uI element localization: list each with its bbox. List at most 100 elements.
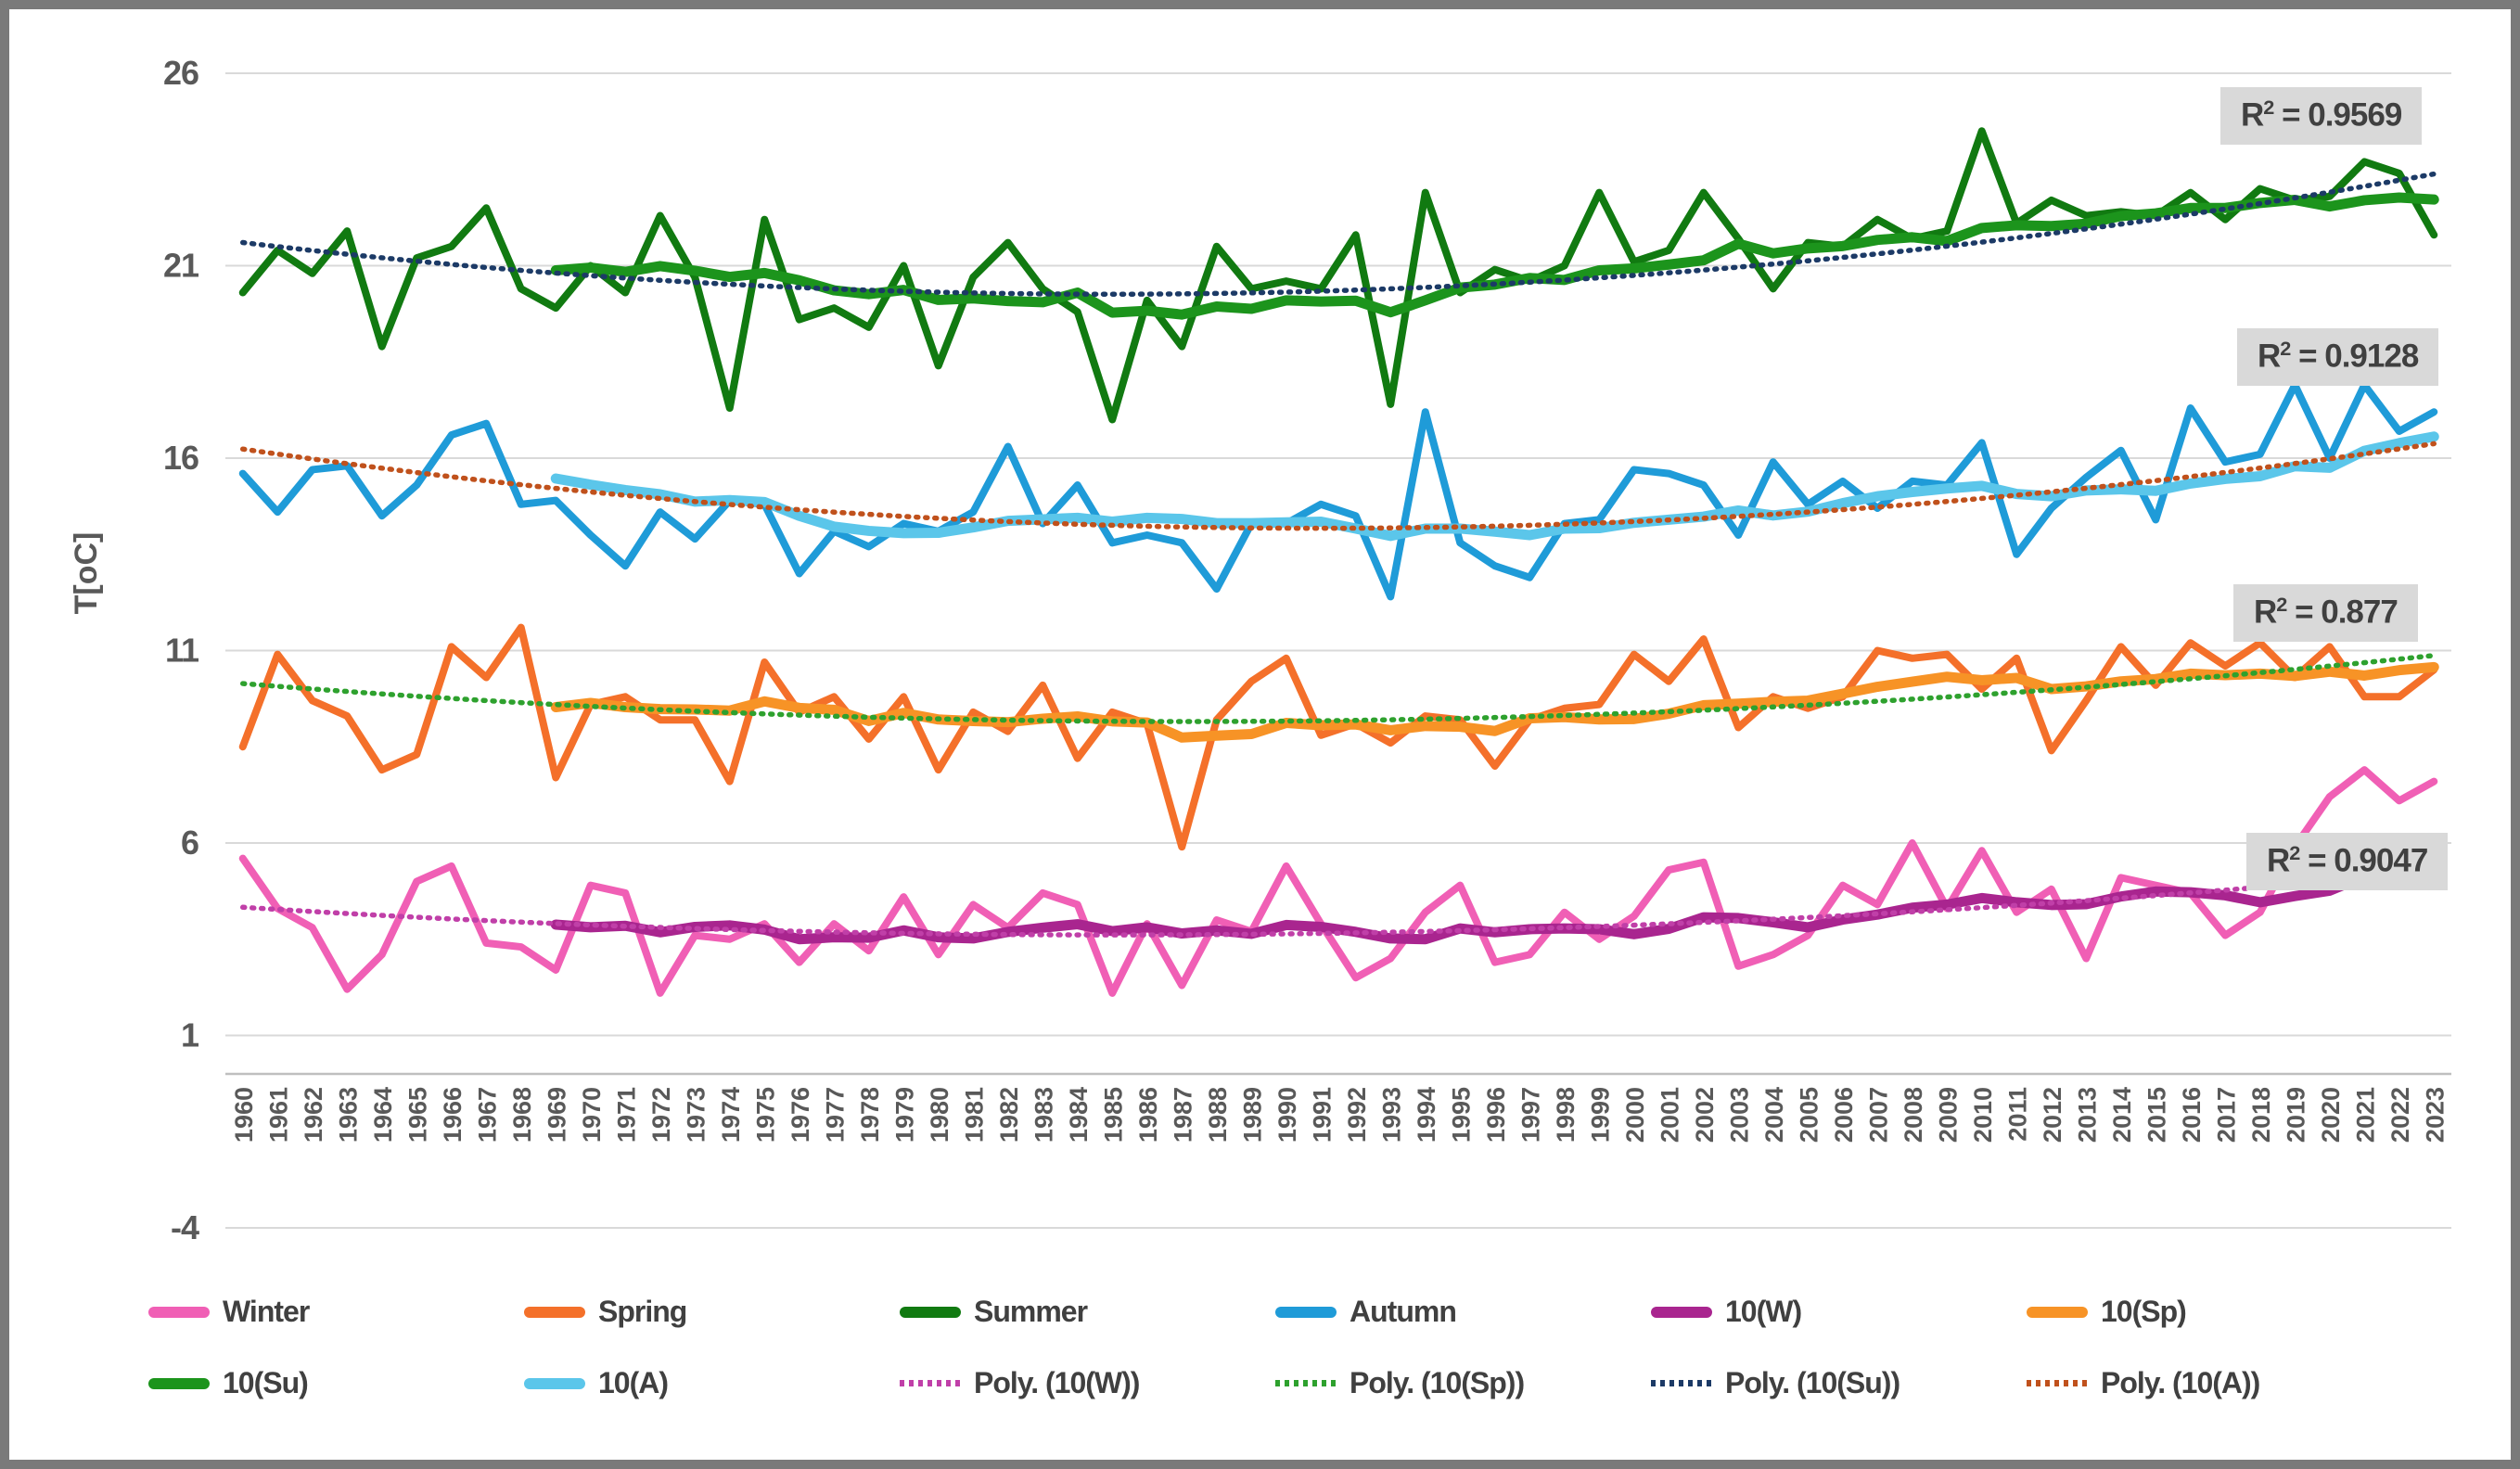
line-swatch-icon	[148, 1377, 210, 1389]
x-tick-label: 2014	[2108, 1087, 2136, 1143]
x-tick-label: 1967	[473, 1087, 501, 1143]
x-tick-label: 2017	[2212, 1087, 2240, 1143]
x-tick-label: 2007	[1864, 1087, 1892, 1143]
x-tick-label: 1976	[787, 1087, 814, 1143]
legend-item-spring: Spring	[524, 1295, 890, 1329]
line-swatch-icon	[1275, 1306, 1337, 1318]
x-tick-label: 2000	[1621, 1087, 1649, 1143]
x-tick-label: 2022	[2386, 1087, 2414, 1143]
y-axis-title: T[oC]	[69, 532, 104, 615]
x-tick-label: 1960	[230, 1087, 258, 1143]
x-tick-label: 1975	[751, 1087, 779, 1143]
dotted-line-swatch-icon	[1651, 1380, 1712, 1386]
x-tick-label: 1987	[1169, 1087, 1196, 1143]
trendline-10sp	[240, 653, 2437, 724]
x-tick-label: 2015	[2143, 1087, 2170, 1143]
x-tick-label: 1991	[1308, 1087, 1336, 1143]
y-tick-label: 16	[163, 439, 198, 477]
x-tick-label: 1964	[369, 1087, 397, 1143]
line-swatch-icon	[1651, 1306, 1712, 1318]
x-tick-label: 1978	[856, 1087, 884, 1143]
legend-item-10-w: 10(W)	[1651, 1295, 2017, 1329]
x-tick-label: 1999	[1586, 1087, 1614, 1143]
line-swatch-icon	[900, 1306, 961, 1318]
chart-legend: Winter Spring Summer Autumn 10(W) 10(Sp) 10(Su…	[148, 1295, 2393, 1400]
x-tick-label: 1962	[300, 1087, 327, 1143]
legend-label: 10(A)	[598, 1366, 669, 1399]
line-swatch-icon	[524, 1306, 585, 1318]
x-tick-label: 2001	[1656, 1087, 1683, 1143]
x-tick-label: 2003	[1725, 1087, 1753, 1143]
r2-label-a: R2 = 0.9128	[2237, 328, 2439, 386]
x-tick-label: 1970	[578, 1087, 606, 1143]
y-tick-label: 26	[163, 54, 198, 92]
temperature-line-chart: 26 21 16 11 6 1 -4 1960 1961 1962 1963 1964 1965 1966…	[69, 54, 2451, 1246]
legend-item-poly-10-su: Poly. (10(Su))	[1651, 1366, 2017, 1400]
legend-item-10-sp: 10(Sp)	[2027, 1295, 2393, 1329]
y-tick-label: -4	[171, 1208, 199, 1246]
trendline-10su	[240, 171, 2437, 297]
legend-item-poly-10-w: Poly. (10(W))	[900, 1366, 1266, 1400]
dotted-line-swatch-icon	[900, 1380, 961, 1386]
x-tick-label: 1998	[1552, 1087, 1580, 1143]
legend-item-autumn: Autumn	[1275, 1295, 1642, 1329]
x-tick-label: 1977	[821, 1087, 849, 1143]
x-tick-label: 2013	[2073, 1087, 2101, 1143]
x-tick-label: 2023	[2421, 1087, 2449, 1143]
x-tick-label: 1969	[543, 1087, 570, 1143]
x-tick-label: 1963	[334, 1087, 362, 1143]
x-tick-label: 1981	[960, 1087, 988, 1143]
legend-label: 10(Su)	[223, 1366, 309, 1399]
y-tick-label: 6	[181, 824, 198, 862]
legend-label: Winter	[223, 1295, 310, 1328]
legend-label: Autumn	[1350, 1295, 1457, 1328]
series-line-winter	[238, 766, 2438, 997]
x-tick-label: 2012	[2039, 1087, 2066, 1143]
legend-label: Summer	[974, 1295, 1088, 1328]
x-tick-label: 2005	[1795, 1087, 1823, 1143]
x-tick-label: 1973	[682, 1087, 710, 1143]
legend-item-poly-10-sp: Poly. (10(Sp))	[1275, 1366, 1642, 1400]
x-tick-label: 1992	[1343, 1087, 1371, 1143]
ma-line-10sp	[550, 661, 2439, 743]
trendline-10a	[240, 441, 2437, 531]
line-swatch-icon	[148, 1306, 210, 1318]
x-tick-label: 1985	[1099, 1087, 1127, 1143]
series-line-spring	[238, 623, 2438, 851]
legend-item-10-su: 10(Su)	[148, 1366, 515, 1400]
ma-line-10su	[550, 192, 2439, 320]
x-tick-label: 2011	[2003, 1087, 2031, 1142]
x-tick-label: 1990	[1273, 1087, 1301, 1143]
y-tick-label: 1	[181, 1016, 199, 1054]
x-tick-label: 1989	[1238, 1087, 1266, 1143]
series-line-summer	[238, 127, 2438, 424]
x-tick-label: 1995	[1447, 1087, 1475, 1143]
x-tick-label: 2009	[1934, 1087, 1962, 1143]
x-tick-label: 2004	[1760, 1087, 1788, 1143]
legend-label: 10(W)	[1725, 1295, 1802, 1328]
legend-label: Poly. (10(Sp))	[1350, 1366, 1525, 1399]
x-tick-label: 2016	[2178, 1087, 2206, 1143]
ma-line-10a	[550, 431, 2439, 542]
x-tick-label: 1982	[995, 1087, 1023, 1143]
x-tick-label: 2021	[2351, 1087, 2379, 1143]
r2-label-sp: R2 = 0.877	[2233, 584, 2418, 642]
x-tick-label: 1971	[612, 1087, 640, 1143]
legend-label: Spring	[598, 1295, 687, 1328]
x-tick-label: 1994	[1413, 1087, 1440, 1143]
x-tick-label: 1996	[1482, 1087, 1510, 1143]
legend-label: 10(Sp)	[2101, 1295, 2187, 1328]
dotted-line-swatch-icon	[1275, 1380, 1337, 1386]
line-swatch-icon	[2027, 1306, 2088, 1318]
chart-area: 26 21 16 11 6 1 -4 1960 1961 1962 1963 1964 1965 1966…	[9, 9, 2511, 1460]
r2-label-su: R2 = 0.9569	[2220, 87, 2423, 145]
x-tick-label: 1983	[1030, 1087, 1057, 1143]
legend-item-summer: Summer	[900, 1295, 1266, 1329]
x-tick-label: 1968	[508, 1087, 536, 1143]
x-tick-label: 2018	[2247, 1087, 2275, 1143]
dotted-line-swatch-icon	[2027, 1380, 2088, 1386]
ma-line-10w	[550, 844, 2439, 945]
legend-item-winter: Winter	[148, 1295, 515, 1329]
x-tick-label: 1979	[890, 1087, 918, 1143]
x-tick-label: 1997	[1516, 1087, 1544, 1143]
